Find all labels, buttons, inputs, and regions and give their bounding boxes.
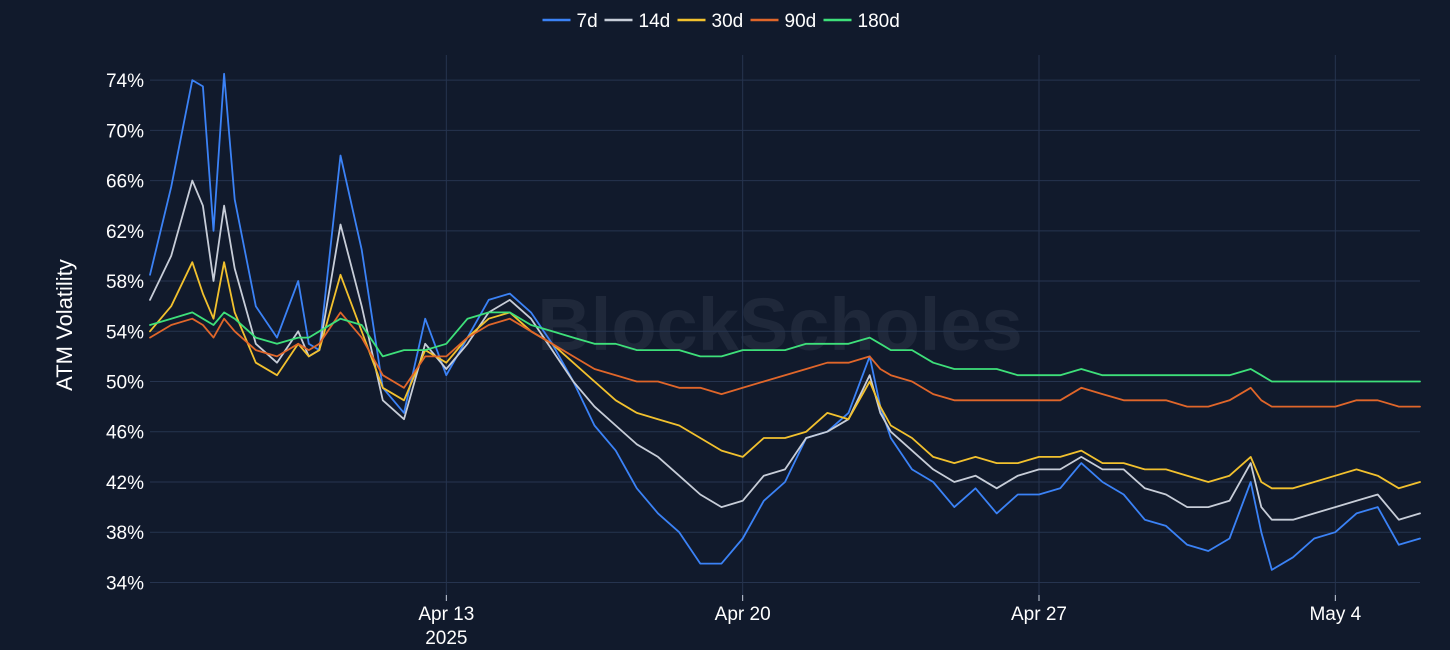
- legend-item-90d[interactable]: 90d: [750, 11, 817, 32]
- series-line-180d: [149, 311, 1421, 383]
- y-tick-label: 66%: [106, 172, 144, 193]
- legend-item-7d[interactable]: 7d: [542, 11, 598, 32]
- x-tick-label: Apr 20: [715, 604, 771, 625]
- y-axis-title: ATM Volatility: [52, 259, 77, 391]
- x-tick-label: Apr 27: [1011, 604, 1067, 625]
- y-tick-label: 58%: [106, 272, 144, 293]
- x-tick-sublabel: 2025: [425, 628, 467, 649]
- legend-label: 7d: [577, 11, 598, 32]
- legend-label: 90d: [785, 11, 817, 32]
- series-line-30d: [149, 261, 1421, 490]
- y-tick-label: 62%: [106, 222, 144, 243]
- x-tick-label: May 4: [1309, 604, 1361, 625]
- y-tick-label: 42%: [106, 473, 144, 494]
- y-tick-label: 34%: [106, 573, 144, 594]
- series-lines: [149, 72, 1421, 571]
- y-tick-label: 38%: [106, 523, 144, 544]
- legend-label: 30d: [712, 11, 744, 32]
- legend[interactable]: 7d 14d 30d 90d 180d: [542, 11, 900, 32]
- watermark-logo: BlockScholes: [537, 283, 1022, 366]
- legend-label: 180d: [858, 11, 900, 32]
- legend-item-30d[interactable]: 30d: [677, 11, 744, 32]
- series-line-7d: [149, 72, 1421, 571]
- x-tick-label: Apr 13: [418, 604, 474, 625]
- series-line-90d: [149, 311, 1421, 408]
- legend-label: 14d: [639, 11, 671, 32]
- y-tick-label: 70%: [106, 121, 144, 142]
- y-tick-label: 74%: [106, 71, 144, 92]
- legend-item-180d[interactable]: 180d: [823, 11, 900, 32]
- y-tick-label: 50%: [106, 373, 144, 394]
- y-tick-label: 54%: [106, 322, 144, 343]
- y-tick-label: 46%: [106, 423, 144, 444]
- legend-item-14d[interactable]: 14d: [604, 11, 671, 32]
- y-axis-ticks: 34% 38% 42% 46% 50% 54% 58% 62% 66% 70% 74%: [106, 71, 144, 594]
- x-axis-ticks: Apr 13 2025 Apr 20 Apr 27 May 4: [418, 595, 1362, 649]
